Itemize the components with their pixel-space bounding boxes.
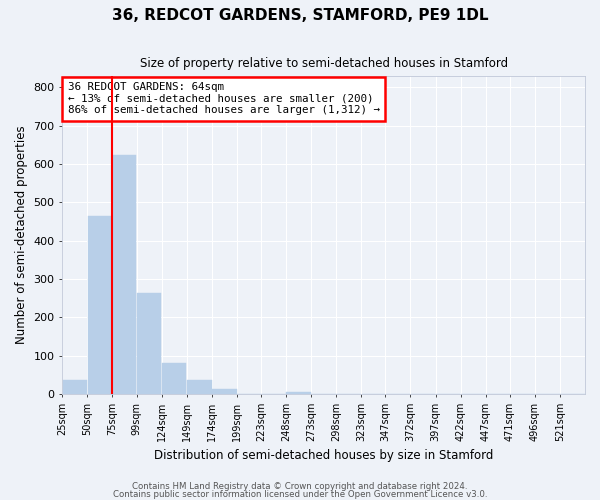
Text: 36, REDCOT GARDENS, STAMFORD, PE9 1DL: 36, REDCOT GARDENS, STAMFORD, PE9 1DL <box>112 8 488 22</box>
Bar <box>212 389 236 394</box>
Bar <box>88 216 112 394</box>
Bar <box>162 362 187 394</box>
Bar <box>62 380 87 394</box>
Title: Size of property relative to semi-detached houses in Stamford: Size of property relative to semi-detach… <box>140 58 508 70</box>
Bar <box>113 155 136 394</box>
Text: Contains HM Land Registry data © Crown copyright and database right 2024.: Contains HM Land Registry data © Crown c… <box>132 482 468 491</box>
Text: 36 REDCOT GARDENS: 64sqm
← 13% of semi-detached houses are smaller (200)
86% of : 36 REDCOT GARDENS: 64sqm ← 13% of semi-d… <box>68 82 380 116</box>
Bar <box>286 392 311 394</box>
Bar <box>187 380 212 394</box>
X-axis label: Distribution of semi-detached houses by size in Stamford: Distribution of semi-detached houses by … <box>154 450 493 462</box>
Y-axis label: Number of semi-detached properties: Number of semi-detached properties <box>15 126 28 344</box>
Text: Contains public sector information licensed under the Open Government Licence v3: Contains public sector information licen… <box>113 490 487 499</box>
Bar <box>137 292 161 394</box>
